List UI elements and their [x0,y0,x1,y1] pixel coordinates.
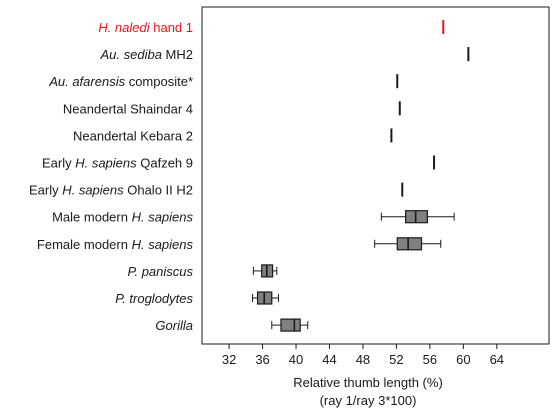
category-label-part: Early [29,183,62,198]
box-iqr [281,319,300,331]
x-tick-label: 48 [356,352,370,367]
x-tick-label: 36 [255,352,269,367]
category-label-part: Au. sediba [100,47,162,62]
category-label: Early H. sapiens Ohalo II H2 [29,183,193,198]
box-iqr [397,238,421,250]
category-label-part: Male modern [52,210,131,225]
x-axis-title-line2: (ray 1/ray 3*100) [320,393,417,408]
category-label: H. naledi hand 1 [98,20,193,35]
category-label-part: Au. afarensis [48,74,125,89]
category-label: Female modern H. sapiens [37,237,194,252]
x-tick-label: 56 [423,352,437,367]
category-label: Au. sediba MH2 [100,47,194,62]
category-label: Neandertal Shaindar 4 [63,101,193,116]
category-label-part: composite* [125,74,193,89]
x-axis-title: Relative thumb length (%) [293,375,443,390]
category-label-part: hand 1 [150,20,193,35]
plot-marks [253,20,469,331]
category-label-part: H. sapiens [132,237,194,252]
category-label: Neandertal Kebara 2 [73,128,193,143]
category-label-part: P. troglodytes [115,291,193,306]
x-tick-label: 44 [322,352,336,367]
x-tick-label: 40 [289,352,303,367]
category-label-part: Neandertal Kebara 2 [73,128,193,143]
category-label-part: Neandertal Shaindar 4 [63,101,193,116]
plot-frame [202,7,549,344]
category-label-part: Gorilla [155,318,193,333]
category-label-part: H. sapiens [75,156,137,171]
x-tick-label: 64 [490,352,504,367]
category-label: Male modern H. sapiens [52,210,193,225]
x-tick-label: 60 [456,352,470,367]
category-labels: H. naledi hand 1 Au. sediba MH2 Au. afaren… [29,20,194,333]
category-label: Gorilla [155,318,193,333]
category-label-part: MH2 [162,47,193,62]
x-tick-label: 32 [222,352,236,367]
category-label-part: Ohalo II H2 [124,183,193,198]
x-tick-label: 52 [389,352,403,367]
category-label-part: H. sapiens [132,210,194,225]
category-label: P. troglodytes [115,291,193,306]
category-label-part: Female modern [37,237,132,252]
x-axis: 32 36 40 44 48 52 56 60 64 [222,344,504,367]
category-label: P. paniscus [127,264,193,279]
category-label-part: P. paniscus [127,264,193,279]
category-label-part: H. naledi [98,20,150,35]
category-label: Au. afarensis composite* [48,74,193,89]
box-iqr [406,211,428,223]
category-label: Early H. sapiens Qafzeh 9 [42,156,193,171]
category-label-part: H. sapiens [62,183,124,198]
category-label-part: Early [42,156,75,171]
category-label-part: Qafzeh 9 [137,156,193,171]
